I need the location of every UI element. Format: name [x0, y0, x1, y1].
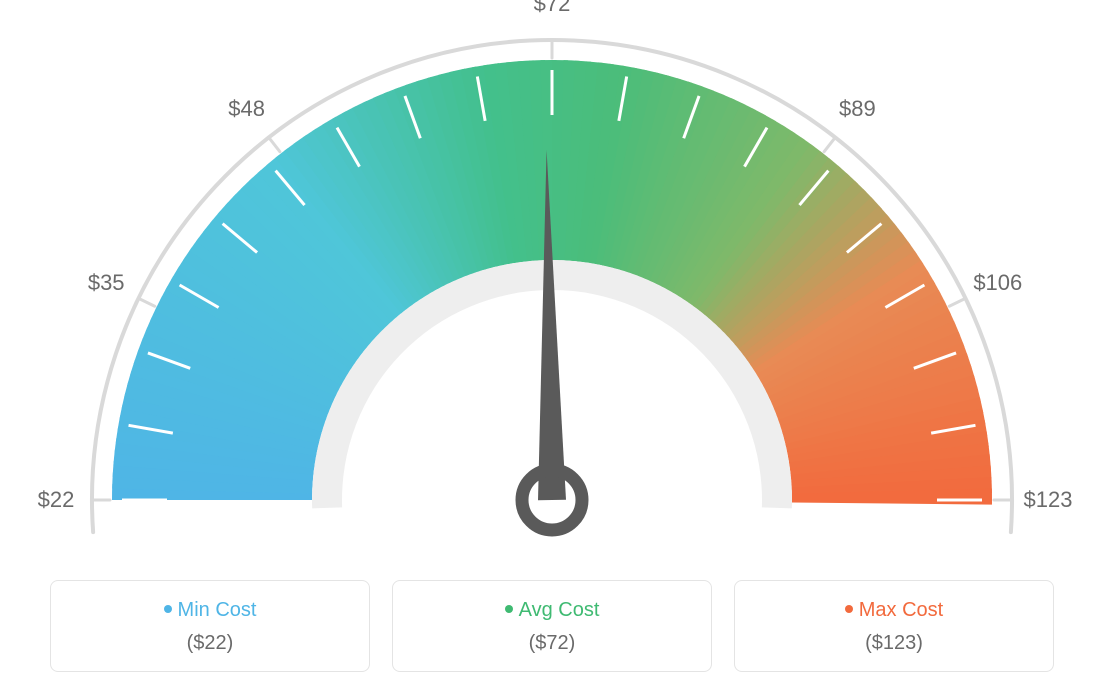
legend-card-min: Min Cost ($22): [50, 580, 370, 672]
legend-label: Max Cost: [859, 599, 943, 621]
gauge-chart: $22 $35 $48 $72 $89 $106 $123: [0, 0, 1104, 560]
gauge-tick-label: $72: [534, 0, 571, 17]
legend-card-avg: Avg Cost ($72): [392, 580, 712, 672]
gauge-tick-label: $48: [228, 96, 265, 122]
legend-value-min: ($22): [61, 632, 359, 655]
legend-row: Min Cost ($22) Avg Cost ($72) Max Cost (…: [0, 580, 1104, 672]
gauge-tick-label: $89: [839, 96, 876, 122]
legend-value-avg: ($72): [403, 632, 701, 655]
gauge-tick-label: $106: [973, 270, 1022, 296]
dot-icon: [505, 605, 513, 613]
dot-icon: [845, 605, 853, 613]
gauge-tick-label: $123: [1024, 487, 1073, 513]
legend-value-max: ($123): [745, 632, 1043, 655]
legend-title-min: Min Cost: [61, 599, 359, 622]
legend-card-max: Max Cost ($123): [734, 580, 1054, 672]
legend-title-avg: Avg Cost: [403, 599, 701, 622]
gauge-tick-label: $22: [38, 487, 75, 513]
gauge-tick-label: $35: [88, 270, 125, 296]
dot-icon: [164, 605, 172, 613]
legend-label: Avg Cost: [519, 599, 600, 621]
legend-label: Min Cost: [178, 599, 257, 621]
gauge-svg: [0, 0, 1104, 560]
legend-title-max: Max Cost: [745, 599, 1043, 622]
